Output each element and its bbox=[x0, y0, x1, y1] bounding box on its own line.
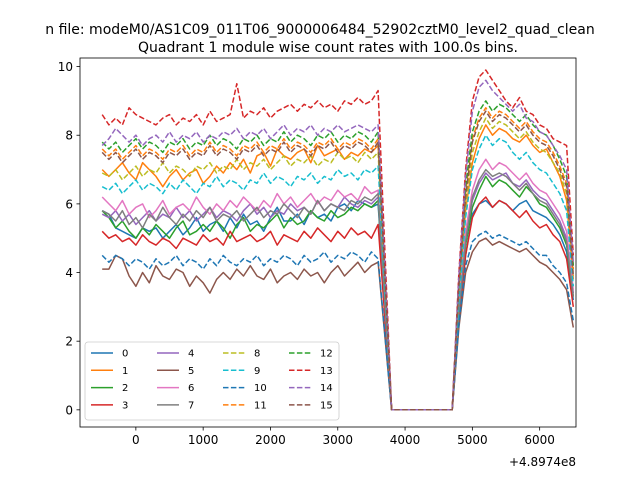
legend-label-14: 14 bbox=[320, 383, 333, 394]
legend-label-0: 0 bbox=[122, 349, 128, 360]
series-line-10 bbox=[101, 230, 575, 411]
series-line-14 bbox=[101, 79, 575, 411]
x-tick-label: 4000 bbox=[390, 433, 421, 447]
series-line-2 bbox=[101, 175, 575, 411]
legend-label-7: 7 bbox=[188, 400, 194, 411]
legend-label-13: 13 bbox=[320, 366, 333, 377]
y-tick-label: 0 bbox=[65, 403, 73, 417]
series-line-5 bbox=[102, 237, 575, 411]
legend-label-6: 6 bbox=[188, 383, 194, 394]
legend-label-2: 2 bbox=[122, 383, 128, 394]
series-line-12 bbox=[101, 100, 575, 411]
y-tick-label: 10 bbox=[58, 60, 73, 74]
y-tick-label: 6 bbox=[65, 197, 73, 211]
x-axis-offset-label: +4.8974e8 bbox=[509, 455, 576, 469]
x-tick-label: 1000 bbox=[188, 433, 219, 447]
legend-label-8: 8 bbox=[254, 349, 260, 360]
x-tick-label: 5000 bbox=[457, 433, 488, 447]
legend-label-10: 10 bbox=[254, 383, 267, 394]
legend-label-12: 12 bbox=[320, 349, 333, 360]
series-line-3 bbox=[101, 196, 575, 411]
legend-label-4: 4 bbox=[188, 349, 194, 360]
y-tick-label: 8 bbox=[65, 129, 73, 143]
y-axis: 0 2 4 6 8 10 bbox=[58, 60, 80, 417]
axes-frame bbox=[79, 57, 577, 428]
legend-box bbox=[84, 341, 340, 421]
legend-label-11: 11 bbox=[254, 400, 267, 411]
legend-label-5: 5 bbox=[188, 366, 194, 377]
legend-label-15: 15 bbox=[320, 400, 333, 411]
legend-label-9: 9 bbox=[254, 366, 260, 377]
series-line-9 bbox=[101, 134, 575, 411]
figure-suptitle: n file: modeM0/AS1C09_011T06_9000006484_… bbox=[45, 22, 594, 38]
y-tick-label: 4 bbox=[65, 266, 73, 280]
chart-title: Quadrant 1 module wise count rates with … bbox=[138, 40, 518, 56]
plot-area bbox=[79, 57, 577, 428]
series-line-7 bbox=[101, 168, 575, 411]
series-line-6 bbox=[101, 158, 575, 411]
x-axis: 0 1000 2000 3000 4000 5000 6000 bbox=[132, 427, 555, 447]
legend-label-1: 1 bbox=[122, 366, 128, 377]
series-line-11 bbox=[101, 107, 575, 411]
series-line-15 bbox=[101, 110, 575, 411]
series-line-1 bbox=[101, 124, 575, 411]
x-tick-label: 6000 bbox=[524, 433, 555, 447]
x-tick-label: 2000 bbox=[255, 433, 286, 447]
x-tick-label: 0 bbox=[132, 433, 140, 447]
y-tick-label: 2 bbox=[65, 335, 73, 349]
series-line-13 bbox=[101, 69, 575, 411]
legend-label-3: 3 bbox=[122, 400, 128, 411]
x-tick-label: 3000 bbox=[322, 433, 353, 447]
